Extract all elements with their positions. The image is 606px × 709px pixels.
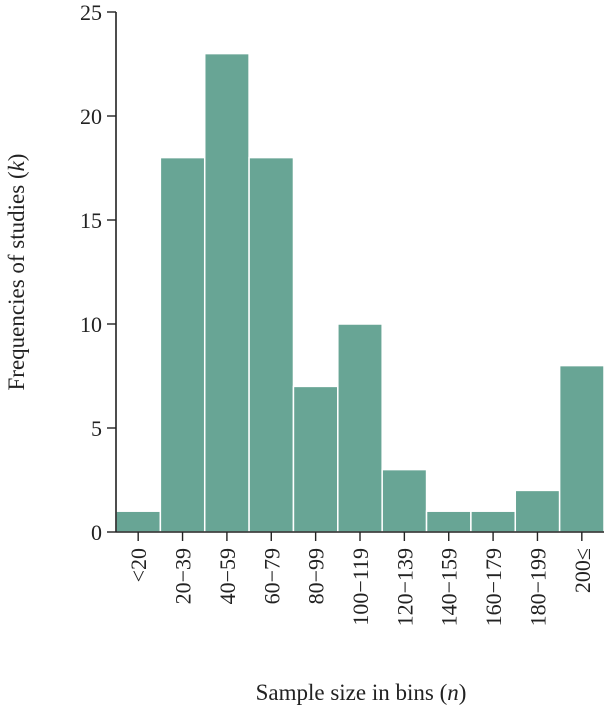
bar-0 [115,510,162,533]
y-tick-label-5: 5 [91,416,102,441]
x-tick-label-10: 200≤ [570,548,595,593]
bar-3 [248,156,295,533]
y-axis: 0 5 10 15 20 25 [80,0,117,545]
x-tick-label-9: 180−199 [525,548,550,626]
x-tick-label-3: 60−79 [259,548,284,604]
x-tick-label-7: 140−159 [437,548,462,626]
x-tick-label-1: 20−39 [171,548,196,604]
bar-8 [470,510,517,533]
y-tick-label-25: 25 [80,0,102,25]
bar-7 [425,510,472,533]
y-tick-label-10: 10 [80,312,102,337]
x-tick-label-6: 120−139 [392,548,417,626]
bars-group [115,52,605,533]
y-tick-label-0: 0 [91,520,102,545]
x-axis: <20 20−39 40−59 60−79 80−99 100−119 120−139 140… [116,531,604,626]
y-axis-title: Frequencies of studies (k) [4,154,29,391]
bar-9 [514,489,561,533]
x-tick-label-8: 160−179 [481,548,506,626]
bar-10 [558,364,605,533]
x-tick-label-5: 100−119 [348,548,373,626]
x-tick-label-4: 80−99 [304,548,329,604]
x-axis-title: Sample size in bins (n) [256,680,467,705]
x-tick-label-0: <20 [126,548,151,582]
x-tick-label-2: 40−59 [215,548,240,604]
y-tick-label-20: 20 [80,104,102,129]
bar-2 [203,52,250,533]
bar-1 [159,156,206,533]
y-tick-label-15: 15 [80,208,102,233]
bar-5 [337,323,383,533]
bar-4 [292,385,339,533]
bar-6 [381,468,428,533]
